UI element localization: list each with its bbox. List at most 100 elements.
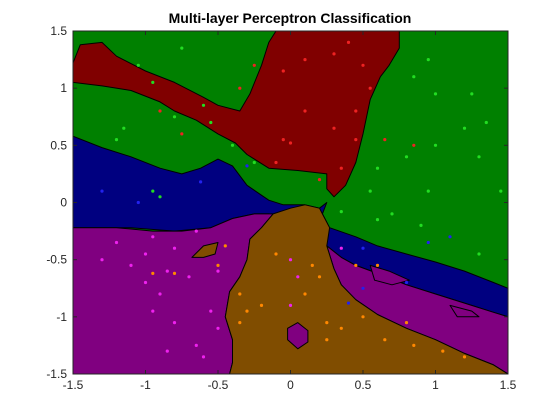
data-point-purple-4 <box>151 235 155 239</box>
data-point-red-8 <box>354 109 358 113</box>
data-point-green-26 <box>390 212 394 216</box>
x-tick-label: 0.5 <box>355 378 372 392</box>
data-point-green-7 <box>209 120 213 125</box>
data-point-red-9 <box>303 109 307 113</box>
data-point-blue-2 <box>245 164 249 168</box>
data-point-purple-19 <box>288 258 293 262</box>
data-point-red-10 <box>281 138 285 142</box>
data-point-green-2 <box>151 80 155 84</box>
data-point-brown-14 <box>339 326 343 330</box>
y-tick-label: 0.5 <box>50 138 67 152</box>
data-point-brown-13 <box>325 338 329 342</box>
data-point-red-19 <box>412 143 416 147</box>
x-tick-label: -1 <box>140 378 151 392</box>
data-point-red-18 <box>180 132 184 136</box>
data-point-blue-8 <box>346 301 351 305</box>
y-tick-label: 1.5 <box>50 24 67 38</box>
data-point-purple-18 <box>201 355 206 359</box>
data-point-green-10 <box>151 189 155 193</box>
data-point-green-6 <box>201 103 206 107</box>
data-point-green-15 <box>404 155 409 159</box>
data-point-brown-17 <box>375 263 380 267</box>
data-point-brown-1 <box>172 271 177 275</box>
data-point-green-8 <box>230 143 235 147</box>
data-point-green-23 <box>477 155 481 159</box>
data-point-blue-6 <box>448 235 452 239</box>
data-point-blue-4 <box>361 246 365 250</box>
decision-region-purple-hole-1 <box>369 264 410 286</box>
data-point-purple-1 <box>100 258 104 262</box>
data-point-brown-22 <box>383 338 387 342</box>
data-point-red-12 <box>332 126 336 130</box>
data-point-blue-9 <box>361 286 365 290</box>
data-point-red-7 <box>368 86 372 90</box>
y-tick-label: 0 <box>60 196 67 210</box>
data-point-green-24 <box>499 189 503 193</box>
data-point-green-22 <box>470 92 474 96</box>
decision-region-brown-6 <box>191 242 219 258</box>
data-point-green-14 <box>375 166 380 170</box>
data-point-purple-22 <box>339 246 343 250</box>
data-point-blue-1 <box>136 200 140 205</box>
data-point-red-2 <box>281 69 285 73</box>
y-axis: -1.5 -1 -0.5 0 0.5 1 1.5 <box>46 24 508 381</box>
data-point-brown-2 <box>216 263 220 267</box>
data-point-red-5 <box>346 40 351 45</box>
data-point-green-25 <box>426 189 430 193</box>
data-point-green-11 <box>158 195 162 199</box>
data-point-purple-16 <box>165 349 169 353</box>
data-point-brown-19 <box>412 343 416 347</box>
data-point-red-15 <box>317 178 322 182</box>
data-point-green-13 <box>368 189 372 193</box>
data-point-green-9 <box>252 160 256 165</box>
data-point-brown-16 <box>354 263 358 267</box>
data-point-green-12 <box>339 210 343 214</box>
data-point-purple-13 <box>172 321 177 325</box>
data-point-green-28 <box>375 218 380 222</box>
data-point-blue-5 <box>426 240 430 245</box>
data-point-brown-21 <box>462 355 467 359</box>
data-point-brown-20 <box>441 349 445 353</box>
data-point-purple-10 <box>143 280 148 285</box>
data-point-green-3 <box>122 126 126 130</box>
data-point-red-3 <box>303 58 307 62</box>
x-tick-label: 1.5 <box>500 378 517 392</box>
data-point-purple-15 <box>216 326 220 330</box>
data-point-red-17 <box>158 109 162 113</box>
data-point-brown-10 <box>310 263 314 267</box>
y-tick-label: -1 <box>56 310 67 324</box>
data-point-red-11 <box>288 141 293 145</box>
data-point-purple-6 <box>194 229 198 233</box>
data-point-purple-2 <box>129 263 133 267</box>
data-point-green-0 <box>180 46 184 50</box>
x-tick-label: 1 <box>432 378 439 392</box>
data-point-green-29 <box>477 252 481 256</box>
data-point-purple-7 <box>165 269 169 273</box>
data-point-blue-7 <box>404 280 409 285</box>
y-tick-label: -1.5 <box>46 367 67 381</box>
data-point-brown-12 <box>325 321 329 325</box>
data-point-red-14 <box>339 166 343 170</box>
data-point-purple-11 <box>158 292 162 296</box>
data-point-green-17 <box>462 126 467 130</box>
data-point-brown-5 <box>245 309 249 313</box>
data-point-purple-8 <box>187 275 191 279</box>
data-point-red-1 <box>252 63 256 67</box>
data-point-brown-0 <box>151 271 155 275</box>
data-point-green-18 <box>484 120 488 125</box>
data-point-brown-4 <box>238 292 242 296</box>
data-point-purple-3 <box>143 252 148 256</box>
data-point-purple-20 <box>296 275 300 279</box>
data-point-green-19 <box>433 92 438 96</box>
data-point-green-27 <box>419 223 423 227</box>
data-point-red-6 <box>361 63 365 67</box>
decision-regions <box>73 31 508 374</box>
data-point-brown-18 <box>404 321 409 325</box>
data-point-purple-21 <box>288 303 293 307</box>
data-point-brown-6 <box>238 321 242 325</box>
data-point-purple-9 <box>216 269 220 273</box>
y-tick-label: 1 <box>60 81 67 95</box>
data-point-red-20 <box>383 138 387 142</box>
data-point-green-16 <box>433 143 438 147</box>
